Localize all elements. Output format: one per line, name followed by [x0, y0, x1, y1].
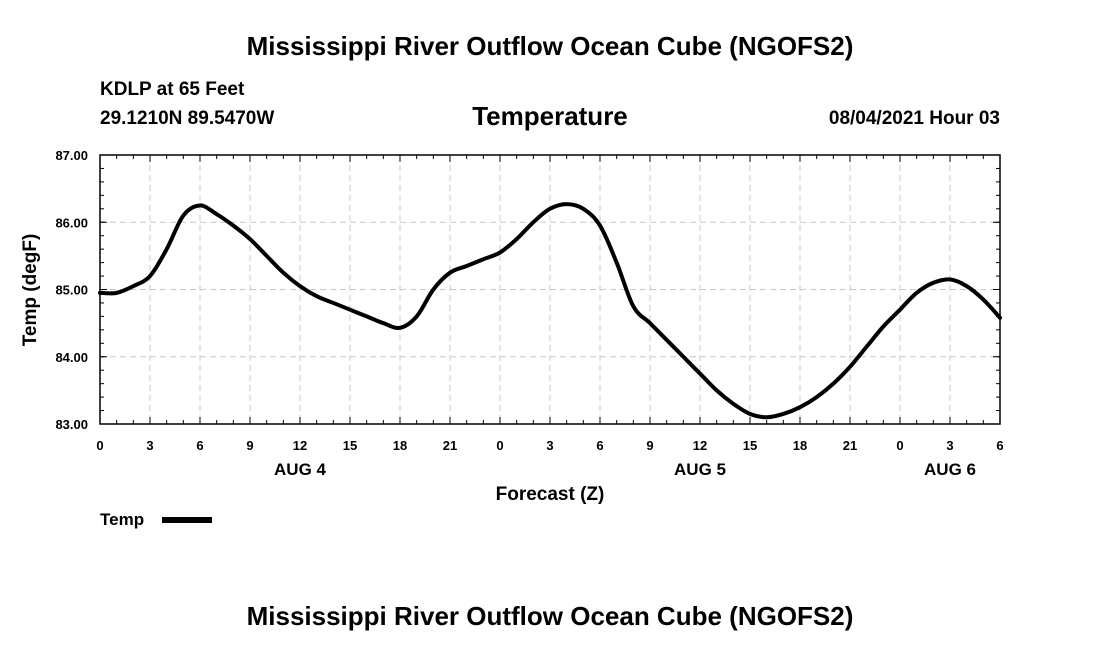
page-title: Mississippi River Outflow Ocean Cube (NG…	[247, 31, 854, 61]
x-tick-label: 21	[843, 438, 857, 453]
plot-frame	[99, 154, 1001, 425]
x-tick-label: 12	[693, 438, 707, 453]
day-labels: AUG 4 AUG 5 AUG 6	[274, 460, 976, 479]
x-tick-label: 15	[343, 438, 357, 453]
series-line-temp	[98, 202, 1002, 420]
y-tick-labels: 83.00 84.00 85.00 86.00 87.00	[55, 148, 88, 432]
x-tick-label: 15	[743, 438, 757, 453]
x-tick-label: 21	[443, 438, 457, 453]
x-tick-label: 6	[996, 438, 1003, 453]
day-label: AUG 5	[674, 460, 726, 479]
x-tick-label: 0	[896, 438, 903, 453]
grid-lines	[100, 155, 1000, 424]
day-label: AUG 6	[924, 460, 976, 479]
x-tick-label: 0	[96, 438, 103, 453]
x-tick-label: 6	[196, 438, 203, 453]
x-tick-label: 18	[393, 438, 407, 453]
x-tick-label: 3	[946, 438, 953, 453]
x-tick-label: 6	[596, 438, 603, 453]
chart-title: Temperature	[472, 101, 628, 131]
y-tick-label: 86.00	[55, 215, 88, 230]
station-coordinates: 29.1210N 89.5470W	[100, 108, 274, 129]
x-tick-label: 3	[546, 438, 553, 453]
x-axis-label: Forecast (Z)	[496, 484, 605, 505]
x-tick-label: 9	[646, 438, 653, 453]
y-axis-label: Temp (degF)	[20, 234, 41, 347]
y-tick-label: 85.00	[55, 283, 88, 298]
footer-title: Mississippi River Outflow Ocean Cube (NG…	[247, 601, 854, 631]
station-label: KDLP at 65 Feet	[100, 79, 245, 100]
legend-label: Temp	[100, 510, 144, 529]
x-tick-labels: 0 3 6 9 12 15 18 21 0 3 6 9 12 15 18 21 0 3 6	[96, 438, 1003, 453]
x-tick-label: 0	[496, 438, 503, 453]
x-tick-label: 3	[146, 438, 153, 453]
x-tick-label: 18	[793, 438, 807, 453]
day-label: AUG 4	[274, 460, 327, 479]
y-tick-label: 87.00	[55, 148, 88, 163]
y-tick-label: 84.00	[55, 350, 88, 365]
y-tick-label: 83.00	[55, 417, 88, 432]
forecast-timestamp: 08/04/2021 Hour 03	[829, 108, 1000, 129]
x-tick-label: 9	[246, 438, 253, 453]
x-tick-label: 12	[293, 438, 307, 453]
